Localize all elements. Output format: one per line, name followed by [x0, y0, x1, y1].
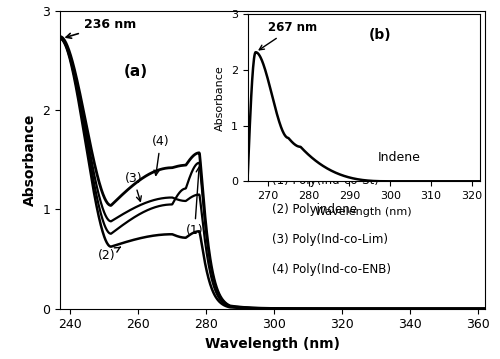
- Text: (b): (b): [368, 28, 391, 42]
- Y-axis label: Absorbance: Absorbance: [215, 65, 225, 131]
- Y-axis label: Absorbance: Absorbance: [22, 113, 36, 206]
- Text: (a): (a): [124, 64, 148, 79]
- Text: Indene: Indene: [378, 151, 420, 164]
- Text: (3) Poly(Ind-co-Lim): (3) Poly(Ind-co-Lim): [272, 233, 388, 246]
- Text: (1) Poly(Ind-co-St): (1) Poly(Ind-co-St): [272, 174, 380, 187]
- Text: (3): (3): [124, 172, 142, 201]
- Text: (4): (4): [152, 135, 170, 175]
- Text: (2): (2): [98, 247, 120, 262]
- Text: 267 nm: 267 nm: [260, 21, 317, 50]
- X-axis label: Wavelength (nm): Wavelength (nm): [316, 206, 412, 216]
- Text: (4) Poly(Ind-co-ENB): (4) Poly(Ind-co-ENB): [272, 263, 392, 276]
- Text: (1): (1): [186, 167, 204, 237]
- Text: (2) Polyindene: (2) Polyindene: [272, 204, 358, 216]
- Text: 236 nm: 236 nm: [66, 18, 136, 38]
- X-axis label: Wavelength (nm): Wavelength (nm): [205, 337, 340, 351]
